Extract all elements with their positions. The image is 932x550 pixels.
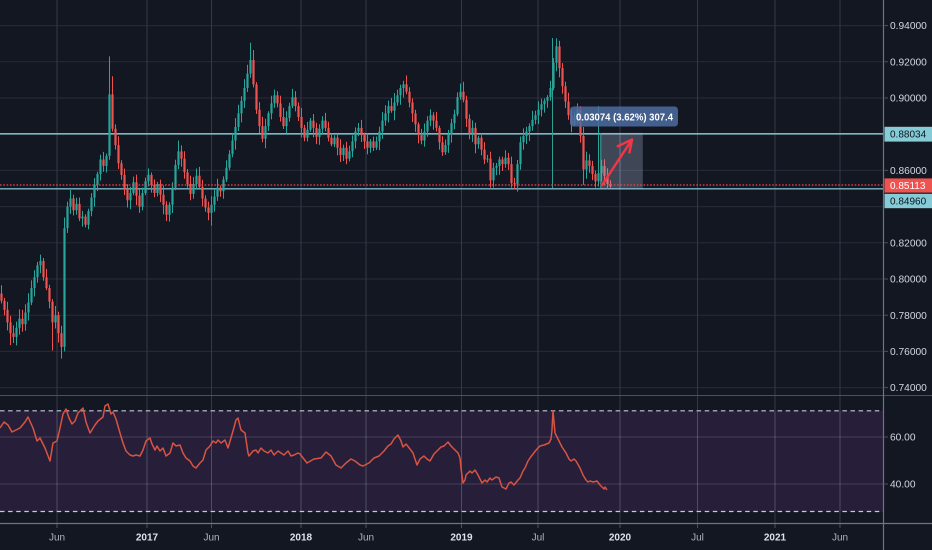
svg-text:2018: 2018 [290, 533, 313, 544]
svg-text:2017: 2017 [136, 533, 159, 544]
svg-text:Jun: Jun [49, 533, 65, 544]
svg-text:0.85113: 0.85113 [890, 181, 926, 192]
svg-text:0.90000: 0.90000 [890, 94, 927, 105]
svg-text:0.74000: 0.74000 [890, 383, 927, 394]
svg-text:Jun: Jun [832, 533, 848, 544]
svg-text:0.94000: 0.94000 [890, 21, 927, 32]
svg-text:0.76000: 0.76000 [890, 347, 927, 358]
svg-text:60.00: 60.00 [890, 433, 916, 444]
svg-text:0.92000: 0.92000 [890, 57, 927, 68]
svg-text:Jun: Jun [203, 533, 219, 544]
svg-text:0.84960: 0.84960 [890, 196, 927, 207]
svg-text:2021: 2021 [764, 533, 787, 544]
svg-text:0.80000: 0.80000 [890, 275, 927, 286]
svg-text:Jul: Jul [691, 533, 704, 544]
svg-text:0.86000: 0.86000 [890, 166, 927, 177]
svg-text:0.88034: 0.88034 [890, 129, 927, 140]
svg-text:40.00: 40.00 [890, 480, 916, 491]
svg-text:0.82000: 0.82000 [890, 238, 927, 249]
svg-text:0.03074 (3.62%) 307.4: 0.03074 (3.62%) 307.4 [576, 112, 673, 123]
svg-text:2020: 2020 [609, 533, 632, 544]
svg-text:Jun: Jun [358, 533, 374, 544]
svg-text:2019: 2019 [450, 533, 473, 544]
svg-text:0.78000: 0.78000 [890, 311, 927, 322]
svg-text:Jul: Jul [532, 533, 545, 544]
